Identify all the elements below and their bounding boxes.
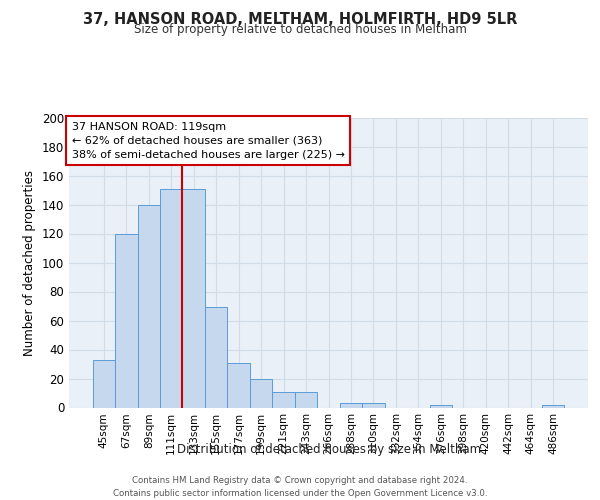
Bar [182, 188, 205, 408]
Text: Distribution of detached houses by size in Meltham: Distribution of detached houses by size … [177, 442, 481, 456]
Text: 37 HANSON ROAD: 119sqm
← 62% of detached houses are smaller (363)
38% of semi-de: 37 HANSON ROAD: 119sqm ← 62% of detached… [71, 122, 344, 160]
Bar [160, 188, 182, 408]
Text: Contains HM Land Registry data © Crown copyright and database right 2024.
Contai: Contains HM Land Registry data © Crown c… [113, 476, 487, 498]
Bar [250, 378, 272, 408]
Bar [115, 234, 137, 408]
Bar [295, 392, 317, 407]
Bar [205, 308, 227, 408]
Bar [92, 360, 115, 408]
Bar [340, 403, 362, 407]
Bar [542, 404, 565, 407]
Y-axis label: Number of detached properties: Number of detached properties [23, 170, 36, 356]
Bar [430, 404, 452, 407]
Bar [362, 403, 385, 407]
Bar [272, 392, 295, 407]
Bar [227, 362, 250, 408]
Text: Size of property relative to detached houses in Meltham: Size of property relative to detached ho… [134, 22, 466, 36]
Text: 37, HANSON ROAD, MELTHAM, HOLMFIRTH, HD9 5LR: 37, HANSON ROAD, MELTHAM, HOLMFIRTH, HD9… [83, 12, 517, 28]
Bar [137, 204, 160, 408]
